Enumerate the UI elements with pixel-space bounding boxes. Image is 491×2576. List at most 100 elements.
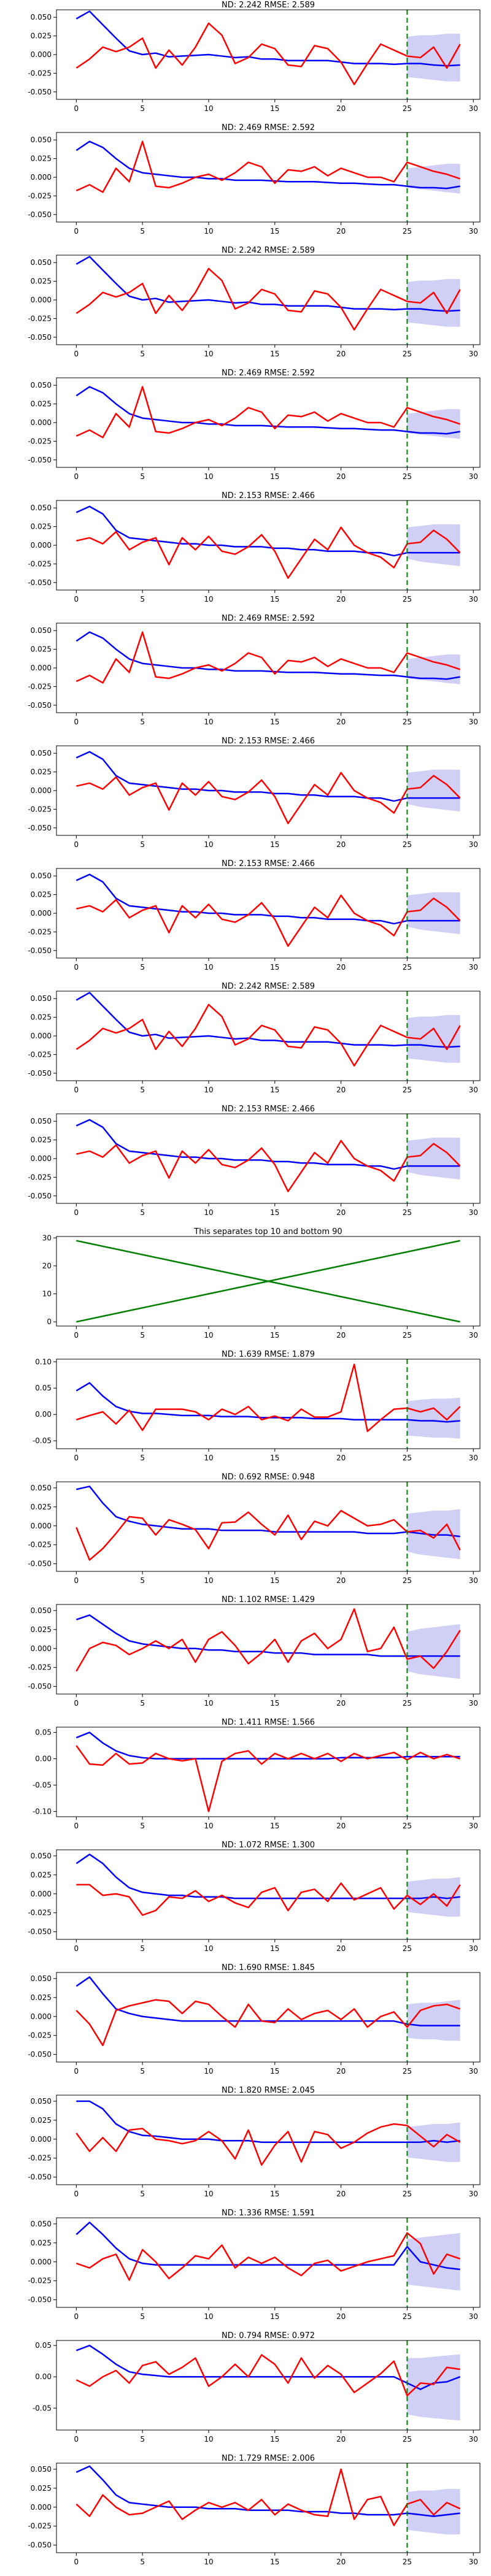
x-tick-label: 10 xyxy=(204,1822,213,1830)
y-tick-label: -0.050 xyxy=(28,946,52,955)
actual-line xyxy=(75,2232,461,2281)
subplot-title: ND: 2.242 RMSE: 2.589 xyxy=(222,246,315,255)
actual-line xyxy=(75,631,461,684)
predicted-line xyxy=(75,873,460,925)
x-tick-label: 25 xyxy=(403,227,412,236)
y-tick-label: -0.050 xyxy=(28,1069,52,1078)
y-tick-label: 0 xyxy=(47,1317,52,1326)
x-tick-label: 30 xyxy=(469,2558,478,2566)
x-tick-label: 0 xyxy=(74,963,79,972)
actual-line xyxy=(75,22,461,85)
x-tick-label: 10 xyxy=(204,1699,213,1708)
y-tick-label: 0.050 xyxy=(31,2220,52,2228)
subplot-6: ND: 2.469 RMSE: 2.592 0 5 10 15 20 25 30 0.050 0.… xyxy=(28,614,481,726)
x-tick-label: 30 xyxy=(469,1822,478,1830)
y-tick-label: 0.050 xyxy=(31,258,52,267)
subplot-21: ND: 1.729 RMSE: 2.006 0 5 10 15 20 25 30 0.050 0.… xyxy=(28,2454,481,2566)
x-tick-label: 25 xyxy=(403,2067,412,2076)
x-tick-label: 0 xyxy=(74,2312,79,2321)
x-tick-label: 15 xyxy=(270,104,279,113)
x-tick-label: 10 xyxy=(204,718,213,726)
y-tick-label: 0.025 xyxy=(31,400,52,408)
x-tick-label: 30 xyxy=(469,472,478,481)
x-tick-label: 20 xyxy=(336,2067,346,2076)
uncertainty-band xyxy=(407,2122,460,2162)
x-tick-label: 5 xyxy=(140,1576,145,1585)
x-tick-label: 30 xyxy=(469,963,478,972)
y-tick-label: 0.050 xyxy=(31,1117,52,1125)
x-tick-label: 10 xyxy=(204,2558,213,2566)
x-tick-label: 15 xyxy=(270,2312,279,2321)
x-tick-label: 30 xyxy=(469,1699,478,1708)
predicted-line xyxy=(75,1853,460,1899)
predicted-line xyxy=(75,386,460,435)
x-tick-label: 20 xyxy=(336,472,346,481)
x-tick-label: 30 xyxy=(469,2067,478,2076)
subplot-14: ND: 1.102 RMSE: 1.429 0 5 10 15 20 25 30 0.050 0.… xyxy=(28,1595,481,1708)
y-tick-label: -0.025 xyxy=(28,2277,52,2285)
x-tick-label: 5 xyxy=(140,227,145,236)
y-tick-label: -0.050 xyxy=(28,210,52,219)
y-tick-label: -0.025 xyxy=(28,2031,52,2040)
y-tick-label: 0.050 xyxy=(31,749,52,757)
x-tick-label: 5 xyxy=(140,1331,145,1340)
y-tick-label: -0.050 xyxy=(28,578,52,587)
actual-line xyxy=(75,2354,460,2397)
x-tick-label: 10 xyxy=(204,2435,213,2444)
x-tick-label: 0 xyxy=(74,350,79,358)
subplot-title: ND: 1.690 RMSE: 1.845 xyxy=(222,1963,315,1972)
subplot-title: ND: 2.469 RMSE: 2.592 xyxy=(222,369,315,378)
x-tick-label: 25 xyxy=(403,472,412,481)
actual-line xyxy=(75,1003,461,1067)
uncertainty-band xyxy=(407,2233,460,2291)
x-tick-label: 10 xyxy=(204,595,213,604)
y-tick-label: 0.025 xyxy=(31,523,52,531)
axes-frame xyxy=(56,1972,481,2063)
x-tick-label: 20 xyxy=(336,718,346,726)
x-tick-label: 0 xyxy=(74,1086,79,1094)
y-tick-label: 0.050 xyxy=(31,1606,52,1615)
y-tick-label: -0.025 xyxy=(28,2522,52,2531)
uncertainty-band xyxy=(407,654,460,684)
x-tick-label: 15 xyxy=(270,1331,279,1340)
x-tick-label: 25 xyxy=(403,1086,412,1094)
subplot-title: ND: 0.692 RMSE: 0.948 xyxy=(222,1473,315,1482)
y-tick-label: 0.050 xyxy=(31,626,52,635)
y-tick-label: 0.025 xyxy=(31,891,52,899)
y-tick-label: -0.025 xyxy=(28,191,52,200)
y-tick-label: 0.000 xyxy=(31,1890,52,1898)
y-tick-label: -0.025 xyxy=(28,1663,52,1672)
x-tick-label: 25 xyxy=(403,104,412,113)
y-tick-label: -0.10 xyxy=(33,1807,52,1815)
subplot-title: This separates top 10 and bottom 90 xyxy=(193,1227,342,1236)
y-tick-label: 0.05 xyxy=(35,1728,52,1737)
y-tick-label: -0.025 xyxy=(28,437,52,445)
y-tick-label: 0.000 xyxy=(31,50,52,59)
y-tick-label: 0.025 xyxy=(31,1993,52,2002)
y-tick-label: 0.00 xyxy=(35,1755,52,1763)
y-tick-label: 0.025 xyxy=(31,1625,52,1634)
x-tick-label: 15 xyxy=(270,1454,279,1462)
y-tick-label: 0.025 xyxy=(31,1136,52,1144)
x-tick-label: 5 xyxy=(140,595,145,604)
y-tick-label: 0.050 xyxy=(31,136,52,144)
predicted-line xyxy=(75,1614,460,1657)
predicted-line xyxy=(75,1731,460,1760)
y-tick-label: 0.025 xyxy=(31,155,52,163)
x-tick-label: 25 xyxy=(403,1576,412,1585)
subplot-title: ND: 2.469 RMSE: 2.592 xyxy=(222,614,315,623)
y-tick-label: 0.025 xyxy=(31,2484,52,2493)
x-tick-label: 10 xyxy=(204,1944,213,1953)
x-tick-label: 30 xyxy=(469,1208,478,1217)
axes-frame xyxy=(56,1727,481,1817)
y-tick-label: -0.050 xyxy=(28,1928,52,1936)
y-tick-label: 0.000 xyxy=(31,1644,52,1653)
x-tick-label: 25 xyxy=(403,840,412,849)
y-tick-label: -0.025 xyxy=(28,682,52,691)
y-tick-label: -0.025 xyxy=(28,805,52,813)
y-tick-label: -0.050 xyxy=(28,456,52,464)
x-tick-label: 0 xyxy=(74,1454,79,1462)
x-tick-label: 0 xyxy=(74,2067,79,2076)
y-tick-label: -0.050 xyxy=(28,2296,52,2304)
subplot-16: ND: 1.072 RMSE: 1.300 0 5 10 15 20 25 30 0.050 0.… xyxy=(28,1841,481,1953)
